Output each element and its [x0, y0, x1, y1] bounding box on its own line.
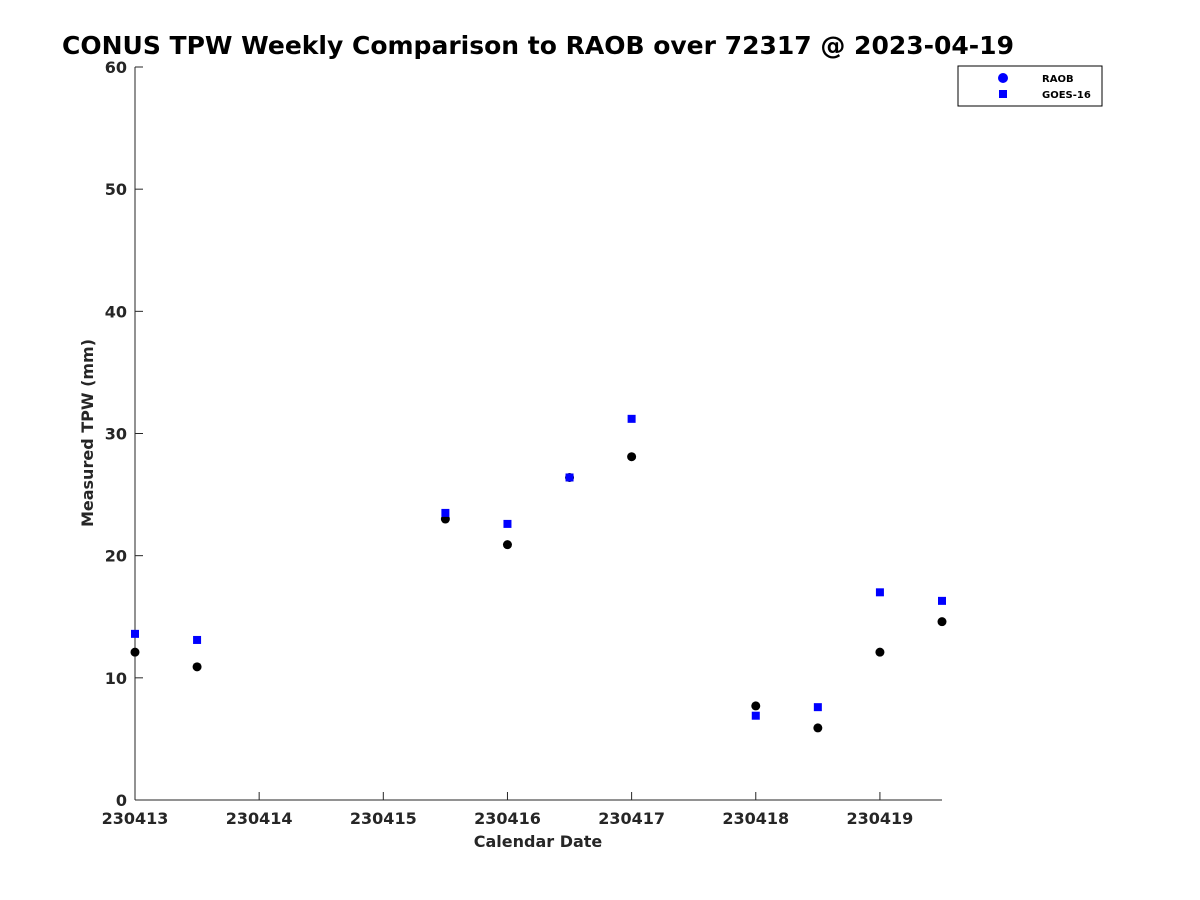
raob-point — [502, 540, 512, 550]
raob-point — [813, 723, 823, 733]
y-tick-label: 10 — [105, 669, 127, 688]
y-tick-label: 50 — [105, 180, 127, 199]
goes-16-point — [131, 629, 139, 638]
goes-16-point — [751, 711, 760, 720]
x-tick-label: 230413 — [102, 809, 169, 828]
goes-16-point — [627, 414, 636, 423]
chart-title: CONUS TPW Weekly Comparison to RAOB over… — [62, 31, 1014, 60]
goes-16-point — [503, 519, 512, 528]
legend: RAOB GOES-16 — [957, 65, 1103, 107]
goes-16-point — [565, 473, 574, 482]
x-tick-label: 230419 — [847, 809, 914, 828]
x-tick-label: 230417 — [598, 809, 665, 828]
y-axis-label: Measured TPW (mm) — [78, 339, 97, 527]
legend-goes-label: GOES-16 — [1042, 90, 1091, 101]
x-tick-label: 230418 — [722, 809, 789, 828]
y-tick-label: 0 — [116, 791, 127, 810]
raob-point — [751, 701, 761, 711]
x-tick-label: 230414 — [226, 809, 293, 828]
x-tick-label: 230416 — [474, 809, 541, 828]
legend-raob-label: RAOB — [1042, 74, 1074, 85]
raob-point — [130, 647, 140, 657]
y-ticks: 0 10 20 30 40 50 60 — [105, 58, 143, 810]
y-tick-label: 40 — [105, 302, 127, 321]
raob-point — [192, 662, 202, 672]
legend-raob-marker — [998, 73, 1008, 83]
raob-point — [937, 617, 947, 627]
y-tick-label: 30 — [105, 425, 127, 444]
legend-box — [957, 65, 1103, 107]
goes-16-point — [193, 635, 202, 644]
raob-point — [875, 647, 885, 657]
goes-16-point — [938, 596, 946, 605]
data-points — [130, 414, 947, 733]
x-axis-label: Calendar Date — [474, 832, 603, 851]
legend-goes-marker — [999, 90, 1007, 98]
goes-16-point — [875, 588, 884, 597]
raob-point — [627, 452, 637, 462]
goes-16-point — [441, 508, 450, 517]
goes-16-point — [813, 703, 822, 712]
y-tick-label: 20 — [105, 547, 127, 566]
y-tick-label: 60 — [105, 58, 127, 77]
x-tick-label: 230415 — [350, 809, 417, 828]
x-ticks: 230413 230414 230415 230416 230417 230418 2304… — [102, 792, 914, 828]
